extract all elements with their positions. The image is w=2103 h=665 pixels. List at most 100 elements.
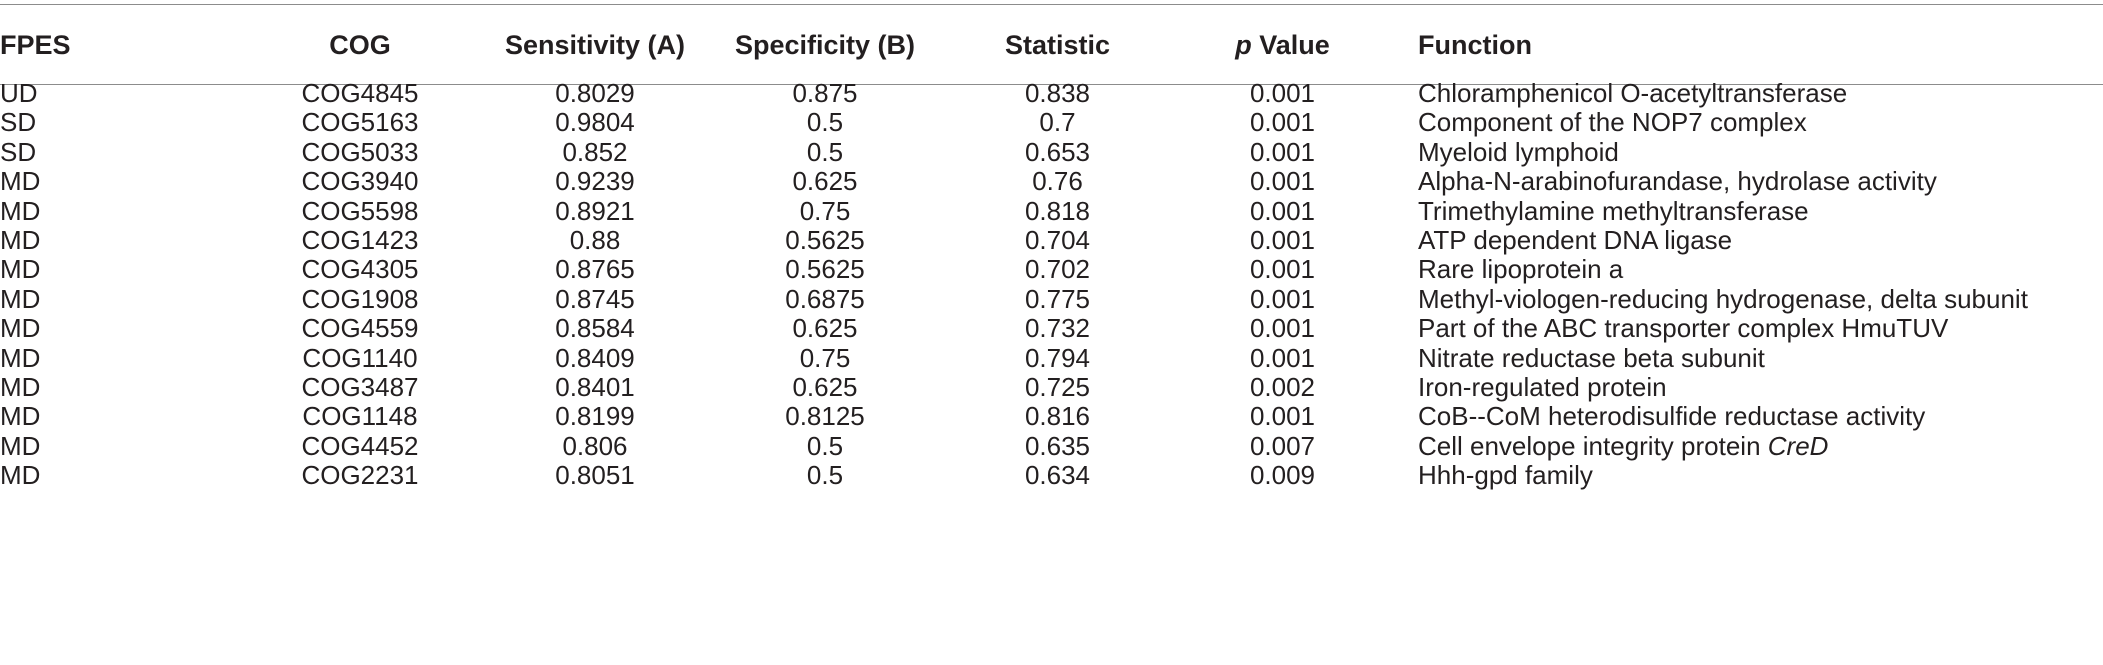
cell-specificity: 0.75 [799,342,851,373]
table-row: MD COG3487 0.8401 0.625 0.725 0.002 Iron-regul… [0,367,2103,407]
header-fpes: FPES [0,30,71,60]
cell-sensitivity: 0.8051 [555,460,635,491]
cell-specificity: 0.875 [792,78,858,108]
cell-cog: COG2231 [301,460,419,491]
cell-function-text: CoB--CoM heterodisulfide reductase activ… [1418,401,1926,432]
cell-sensitivity: 0.8584 [555,313,635,344]
cell-sensitivity: 0.8409 [555,342,635,373]
cell-function-text: Trimethylamine methyltransferase [1418,195,1809,226]
table-row: SD COG5033 0.852 0.5 0.653 0.001 Myeloid lymph… [0,132,2103,172]
cell-fpes: MD [0,342,41,373]
cell-specificity: 0.5625 [785,225,865,255]
cell-function: Chloramphenicol O-acetyltransferase [1418,73,2098,113]
table-row: MD COG1148 0.8199 0.8125 0.816 0.001 CoB--CoM … [0,396,2103,436]
cell-statistic: 0.725 [1024,372,1091,402]
cell-sensitivity: 0.8199 [555,401,635,432]
cell-fpes: SD [0,107,37,138]
header-specificity: Specificity (B) [734,30,916,60]
cell-cog: COG3940 [301,166,419,197]
cell-statistic: 0.838 [1024,78,1091,108]
cell-specificity: 0.8125 [785,401,865,432]
cell-cog: COG3487 [301,372,419,402]
cell-function-text: Cell envelope integrity protein [1418,430,1768,461]
cell-fpes: MD [0,195,41,226]
cell-sensitivity: 0.9804 [555,107,635,138]
cell-fpes: MD [0,460,41,491]
cell-specificity: 0.5 [806,430,844,461]
header-statistic: Statistic [1004,30,1111,60]
cell-fpes: MD [0,283,41,314]
header-p-value: p Value [1175,25,1390,65]
cell-function-text: Part of the ABC transporter complex HmuT… [1418,313,1949,344]
cell-function-text: Nitrate reductase beta subunit [1418,342,1765,373]
cell-p-value: 0.001 [1249,342,1316,373]
cell-function-text: Hhh-gpd family [1418,460,1593,491]
cell-function: ATP dependent DNA ligase [1418,220,2098,260]
cell-function: Rare lipoprotein a [1418,249,2098,289]
cell-p-value: 0.001 [1249,136,1316,167]
cell-fpes: MD [0,430,41,461]
cell-p-value: 0.001 [1249,107,1316,138]
cell-function-text: Myeloid lymphoid [1418,136,1619,167]
cell-cog: COG4845 [301,78,419,108]
table-row: UD COG4845 0.8029 0.875 0.838 0.001 Chloramphe… [0,73,2103,113]
cell-statistic: 0.818 [1024,195,1091,226]
cell-cog: COG1908 [301,283,419,314]
cell-function: Methyl-viologen-reducing hydrogenase, de… [1418,279,2098,319]
cell-fpes: MD [0,166,41,197]
cell-specificity: 0.625 [792,166,858,197]
cell-sensitivity: 0.8401 [555,372,635,402]
cell-function: CoB--CoM heterodisulfide reductase activ… [1418,396,2098,436]
header-sensitivity: Sensitivity (A) [504,30,686,60]
cell-sensitivity: 0.8745 [555,283,635,314]
cell-cog: COG1148 [302,401,418,432]
table-row: MD COG4452 0.806 0.5 0.635 0.007 Cell envelope… [0,426,2103,466]
table-top-rule [0,4,2103,5]
cell-cog: COG4452 [301,430,419,461]
cell-sensitivity: 0.8765 [555,254,635,285]
cell-cog: COG1140 [302,342,418,373]
table-row: MD COG5598 0.8921 0.75 0.818 0.001 Trimethylam… [0,191,2103,231]
cell-sensitivity: 0.88 [569,225,621,255]
cell-cog: COG5163 [301,107,419,138]
cell-fpes: MD [0,225,41,255]
cell-cog: COG5033 [301,136,419,167]
cell-cog: COG1423 [301,225,419,255]
cell-specificity: 0.5 [806,460,844,491]
cell-sensitivity: 0.806 [562,430,628,461]
cell-function-italic-text: CreD [1767,430,1829,461]
cell-statistic: 0.634 [1024,460,1091,491]
header-cog: COG [329,30,391,60]
cell-p-value: 0.001 [1249,195,1316,226]
header-p-symbol: p [1235,30,1252,60]
cell-p-value: 0.001 [1249,313,1316,344]
cell-specificity: 0.5 [806,107,844,138]
cell-function: Trimethylamine methyltransferase [1418,191,2098,231]
cell-sensitivity: 0.852 [562,136,628,167]
header-p-value-label: Value [1251,30,1330,60]
table-row: MD COG1423 0.88 0.5625 0.704 0.001 ATP depende… [0,220,2103,260]
table-row: MD COG4305 0.8765 0.5625 0.702 0.001 Rare lipo… [0,249,2103,289]
cell-function-text: ATP dependent DNA ligase [1418,225,1733,255]
cell-p-value: 0.002 [1249,372,1316,402]
cell-function: Alpha-N-arabinofurandase, hydrolase acti… [1418,161,2098,201]
cell-function-text: Iron-regulated protein [1418,372,1667,402]
cell-function: Myeloid lymphoid [1418,132,2098,172]
cell-sensitivity: 0.8029 [555,78,635,108]
cell-function: Component of the NOP7 complex [1418,102,2098,142]
cell-function-text: Component of the NOP7 complex [1418,107,1807,138]
cell-sensitivity: 0.9239 [555,166,635,197]
cell-fpes: MD [0,372,41,402]
cell-fpes: MD [0,401,41,432]
cell-p-value: 0.001 [1249,254,1316,285]
cell-function: Hhh-gpd family [1418,455,2098,495]
cell-cog: COG4305 [301,254,419,285]
table-row: SD COG5163 0.9804 0.5 0.7 0.001 Component of t… [0,102,2103,142]
cell-p-value: 0.001 [1249,225,1316,255]
cell-function-text: Rare lipoprotein a [1418,254,1624,285]
cell-statistic: 0.775 [1024,283,1091,314]
header-function: Function [1418,30,1532,60]
cell-p-value: 0.001 [1249,283,1316,314]
table-row: MD COG1908 0.8745 0.6875 0.775 0.001 Methyl-vi… [0,279,2103,319]
